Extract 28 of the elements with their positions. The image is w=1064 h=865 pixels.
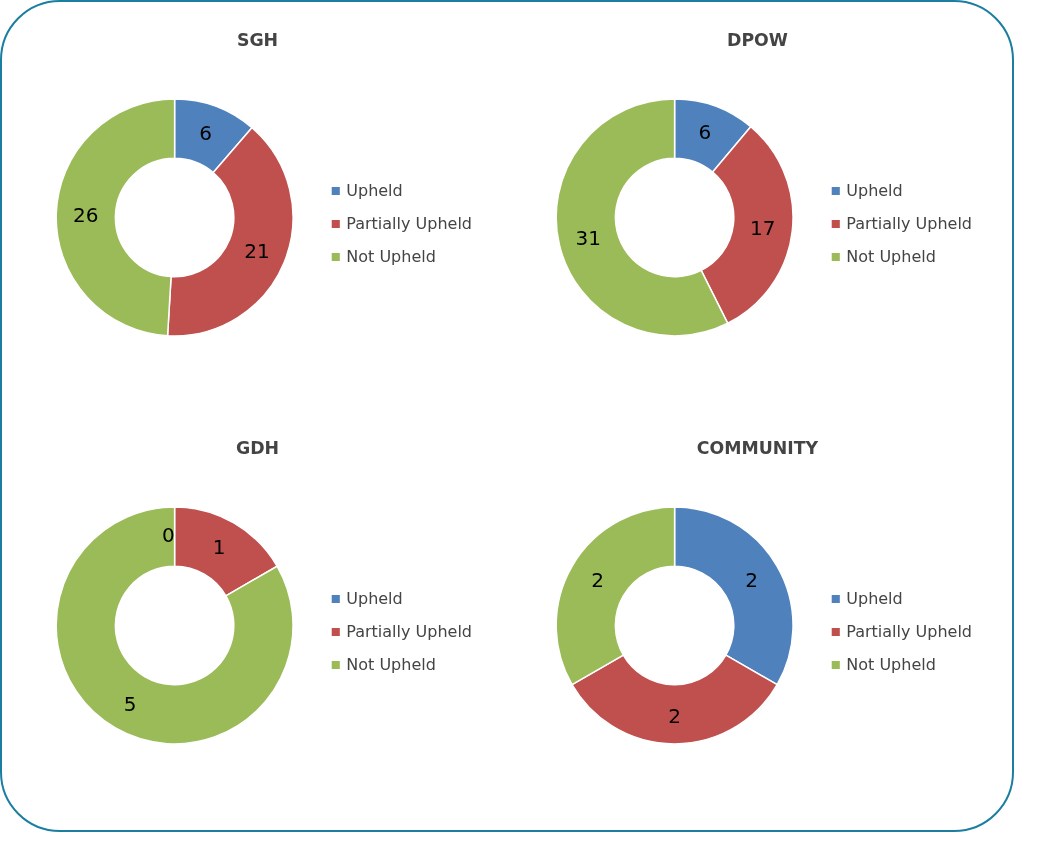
legend-label: Upheld [346, 180, 403, 200]
data-label: 17 [750, 215, 776, 240]
legend-label: Upheld [846, 180, 903, 200]
chart-title: DPOW [727, 29, 788, 50]
legend-label: Not Upheld [846, 246, 936, 266]
legend-label: Not Upheld [346, 654, 436, 674]
data-label: 1 [212, 535, 226, 560]
data-label: 5 [123, 691, 137, 716]
data-label: 26 [73, 202, 99, 227]
legend-label: Partially Upheld [346, 621, 472, 641]
data-label: 6 [698, 120, 712, 145]
data-label: 31 [575, 226, 601, 251]
chart-title: SGH [236, 29, 279, 50]
text: 0 [161, 522, 175, 547]
data-label: 6 [199, 120, 212, 145]
data-label: 2 [668, 704, 681, 728]
chart-title: GDH [235, 437, 280, 458]
legend-label: Partially Upheld [346, 213, 472, 233]
legend-label: Not Upheld [846, 654, 936, 674]
legend-label: Upheld [346, 588, 403, 608]
legend-label: Not Upheld [346, 246, 436, 266]
legend-label: Partially Upheld [846, 621, 972, 641]
data-label: 2 [591, 568, 605, 593]
chart-title: COMMUNITY [696, 437, 819, 458]
data-label: 2 [745, 568, 758, 593]
data-label: 21 [244, 239, 270, 264]
legend-label: Partially Upheld [846, 213, 972, 233]
legend-label: Upheld [846, 588, 903, 608]
